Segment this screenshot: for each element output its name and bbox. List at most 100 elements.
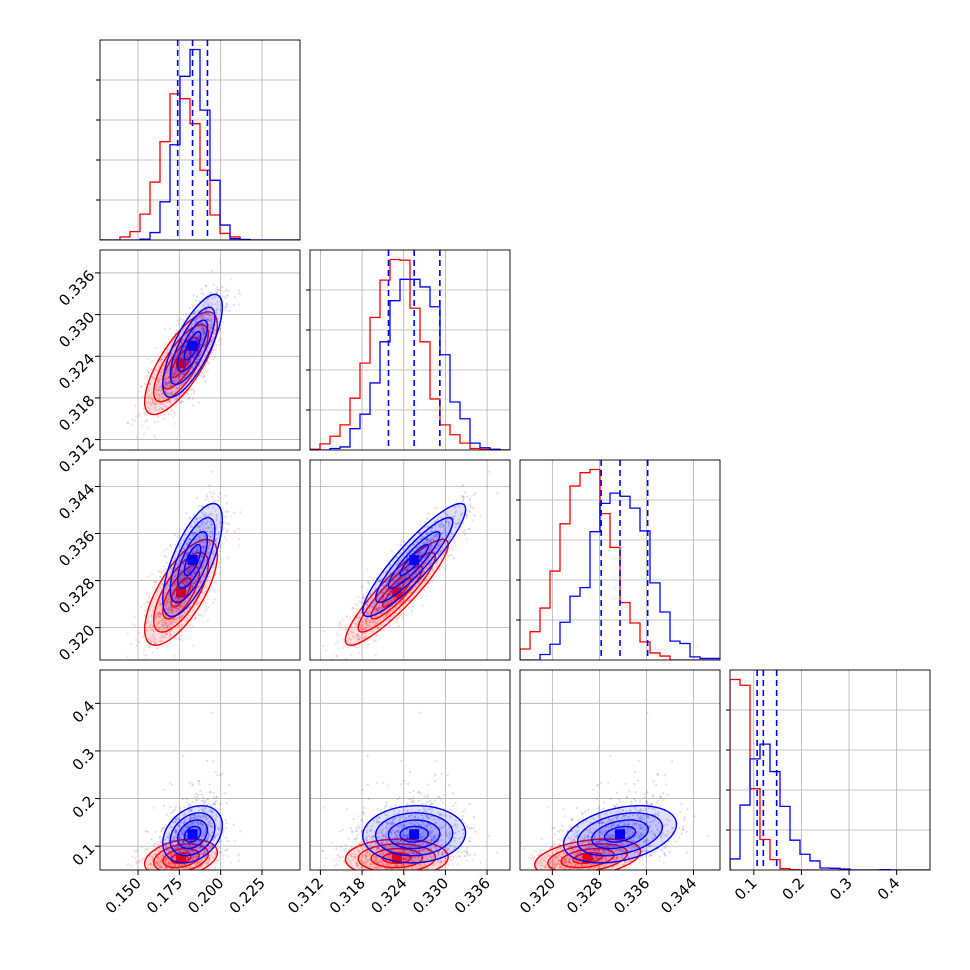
- scatter-point-a: [202, 327, 205, 330]
- scatter-point-b: [135, 638, 138, 641]
- scatter-point-b: [165, 383, 168, 386]
- scatter-point-a: [210, 321, 213, 324]
- scatter-point-b: [166, 612, 169, 615]
- scatter-point-b: [173, 603, 176, 606]
- scatter-point-b: [222, 527, 225, 531]
- scatter-point-b: [152, 610, 155, 613]
- scatter-point-b: [172, 369, 175, 372]
- scatter-point-a: [205, 493, 208, 497]
- scatter-point-a: [191, 331, 194, 335]
- scatter-point-b: [357, 651, 360, 654]
- scatter-point-b: [186, 581, 189, 584]
- scatter-point-a: [400, 540, 403, 543]
- scatter-point-b: [182, 618, 185, 622]
- scatter-point-b: [451, 548, 454, 551]
- scatter-point-b: [199, 613, 202, 616]
- scatter-point-b: [172, 372, 175, 375]
- scatter-point-a: [207, 303, 210, 306]
- scatter-point-b: [130, 643, 133, 646]
- scatter-point-b: [166, 348, 169, 351]
- scatter-point-b: [177, 376, 181, 380]
- scatter-point-b: [157, 615, 160, 619]
- scatter-point-b: [134, 404, 137, 407]
- scatter-point-b: [134, 419, 137, 422]
- scatter-point-b: [170, 622, 174, 626]
- scatter-point-b: [197, 317, 200, 320]
- scatter-point-b: [168, 385, 172, 388]
- scatter-point-a: [465, 514, 468, 517]
- scatter-point-a: [219, 309, 222, 312]
- scatter-point-b: [152, 639, 156, 642]
- scatter-point-b: [197, 545, 200, 548]
- scatter-point-b: [179, 356, 182, 359]
- scatter-point-b: [348, 616, 351, 619]
- scatter-point-b: [145, 396, 148, 399]
- scatter-point-a: [179, 401, 183, 404]
- scatter-point-b: [169, 619, 172, 622]
- scatter-point-b: [186, 354, 189, 357]
- scatter-point-b: [203, 611, 206, 614]
- scatter-point-a: [215, 308, 218, 311]
- scatter-point-a: [209, 339, 213, 342]
- scatter-point-a: [352, 606, 355, 610]
- scatter-point-b: [223, 535, 226, 539]
- scatter-point-b: [198, 561, 201, 564]
- density-peak-a: [187, 555, 198, 565]
- panel-1-1: [306, 249, 511, 451]
- scatter-point-a: [186, 355, 189, 359]
- scatter-point-a: [424, 520, 427, 524]
- scatter-point-b: [165, 602, 168, 605]
- scatter-point-a: [225, 522, 228, 525]
- scatter-point-b: [155, 616, 158, 619]
- scatter-point-b: [338, 621, 342, 624]
- scatter-point-b: [205, 580, 209, 583]
- scatter-point-b: [192, 625, 195, 628]
- scatter-point-a: [192, 513, 195, 516]
- scatter-point-b: [180, 400, 183, 403]
- scatter-point-a: [189, 325, 193, 329]
- scatter-point-a: [160, 388, 163, 391]
- scatter-point-b: [164, 621, 167, 625]
- scatter-point-b: [237, 537, 241, 540]
- scatter-point-a: [195, 317, 199, 320]
- scatter-point-b: [153, 402, 156, 405]
- scatter-point-b: [173, 398, 177, 401]
- scatter-point-b: [149, 397, 153, 401]
- scatter-point-b: [150, 368, 153, 371]
- scatter-point-b: [181, 639, 184, 642]
- scatter-point-a: [192, 311, 195, 314]
- scatter-point-b: [398, 624, 401, 627]
- scatter-point-b: [158, 395, 161, 398]
- scatter-point-b: [201, 317, 204, 320]
- scatter-point-a: [165, 382, 168, 386]
- scatter-point-a: [159, 575, 162, 579]
- scatter-point-b: [192, 331, 195, 334]
- scatter-point-b: [140, 385, 143, 388]
- scatter-point-b: [126, 422, 130, 425]
- scatter-point-a: [210, 291, 214, 294]
- scatter-point-b: [156, 647, 159, 650]
- scatter-point-a: [464, 491, 467, 494]
- scatter-point-b: [160, 583, 163, 586]
- scatter-point-b: [192, 397, 195, 401]
- scatter-point-b: [168, 327, 171, 330]
- scatter-point-b: [207, 345, 211, 349]
- scatter-point-a: [206, 318, 209, 321]
- scatter-point-b: [173, 618, 176, 621]
- scatter-point-b: [208, 324, 212, 327]
- scatter-point-b: [186, 588, 189, 591]
- scatter-point-b: [145, 607, 148, 610]
- scatter-point-b: [148, 638, 152, 641]
- scatter-point-b: [175, 583, 178, 586]
- scatter-point-a: [202, 332, 205, 336]
- scatter-point-b: [207, 606, 210, 609]
- scatter-point-b: [149, 645, 152, 648]
- scatter-point-b: [168, 381, 171, 385]
- scatter-point-b: [164, 635, 167, 639]
- scatter-point-a: [150, 402, 153, 406]
- scatter-point-b: [165, 393, 168, 396]
- scatter-point-b: [160, 639, 163, 643]
- scatter-point-a: [391, 550, 394, 553]
- scatter-point-b: [148, 382, 151, 386]
- scatter-point-a: [164, 555, 167, 559]
